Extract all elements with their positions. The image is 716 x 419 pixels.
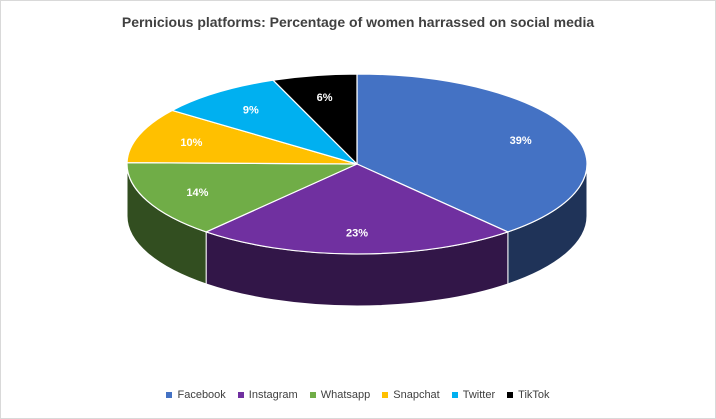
legend-item-whatsapp[interactable]: Whatsapp — [309, 389, 371, 401]
data-label-facebook: 39% — [510, 135, 532, 147]
legend-item-instagram[interactable]: Instagram — [237, 389, 298, 401]
pie-slice-twitter[interactable] — [171, 79, 358, 165]
pie-slice-instagram[interactable] — [205, 163, 509, 255]
legend-swatch-twitter — [451, 392, 458, 398]
data-label-snapchat: 10% — [180, 137, 202, 149]
legend-swatch-snapchat — [382, 392, 389, 398]
legend-label-twitter: Twitter — [462, 389, 496, 401]
legend-label-tiktok: TikTok — [518, 389, 550, 401]
legend-swatch-tiktok — [507, 392, 514, 398]
legend-label-whatsapp: Whatsapp — [320, 389, 371, 401]
legend-item-facebook[interactable]: Facebook — [166, 389, 226, 401]
legend-swatch-instagram — [237, 392, 244, 398]
pie-top-faces — [126, 73, 588, 255]
legend-item-twitter[interactable]: Twitter — [451, 389, 496, 401]
legend-label-snapchat: Snapchat — [393, 389, 440, 401]
pie-slice-whatsapp[interactable] — [126, 162, 358, 233]
data-labels: 39% 23% 14% 10% 9% 6% — [180, 92, 532, 240]
data-label-whatsapp: 14% — [186, 187, 208, 199]
pie-slice-facebook[interactable] — [356, 73, 588, 233]
data-label-twitter: 9% — [243, 105, 259, 117]
data-label-instagram: 23% — [346, 227, 368, 239]
pie-slice-snapchat[interactable] — [126, 109, 358, 165]
chart-title: Pernicious platforms: Percentage of wome… — [121, 14, 595, 30]
pie-slice-tiktok[interactable] — [272, 73, 358, 165]
legend-item-snapchat[interactable]: Snapchat — [382, 389, 440, 401]
legend-item-tiktok[interactable]: TikTok — [507, 389, 550, 401]
legend-swatch-whatsapp — [309, 392, 316, 398]
legend: Facebook Instagram Whatsapp Snapchat Twitter… — [1, 389, 715, 401]
data-label-tiktok: 6% — [317, 92, 333, 104]
legend-swatch-facebook — [166, 392, 173, 398]
legend-label-instagram: Instagram — [248, 389, 298, 401]
legend-label-facebook: Facebook — [177, 389, 226, 401]
